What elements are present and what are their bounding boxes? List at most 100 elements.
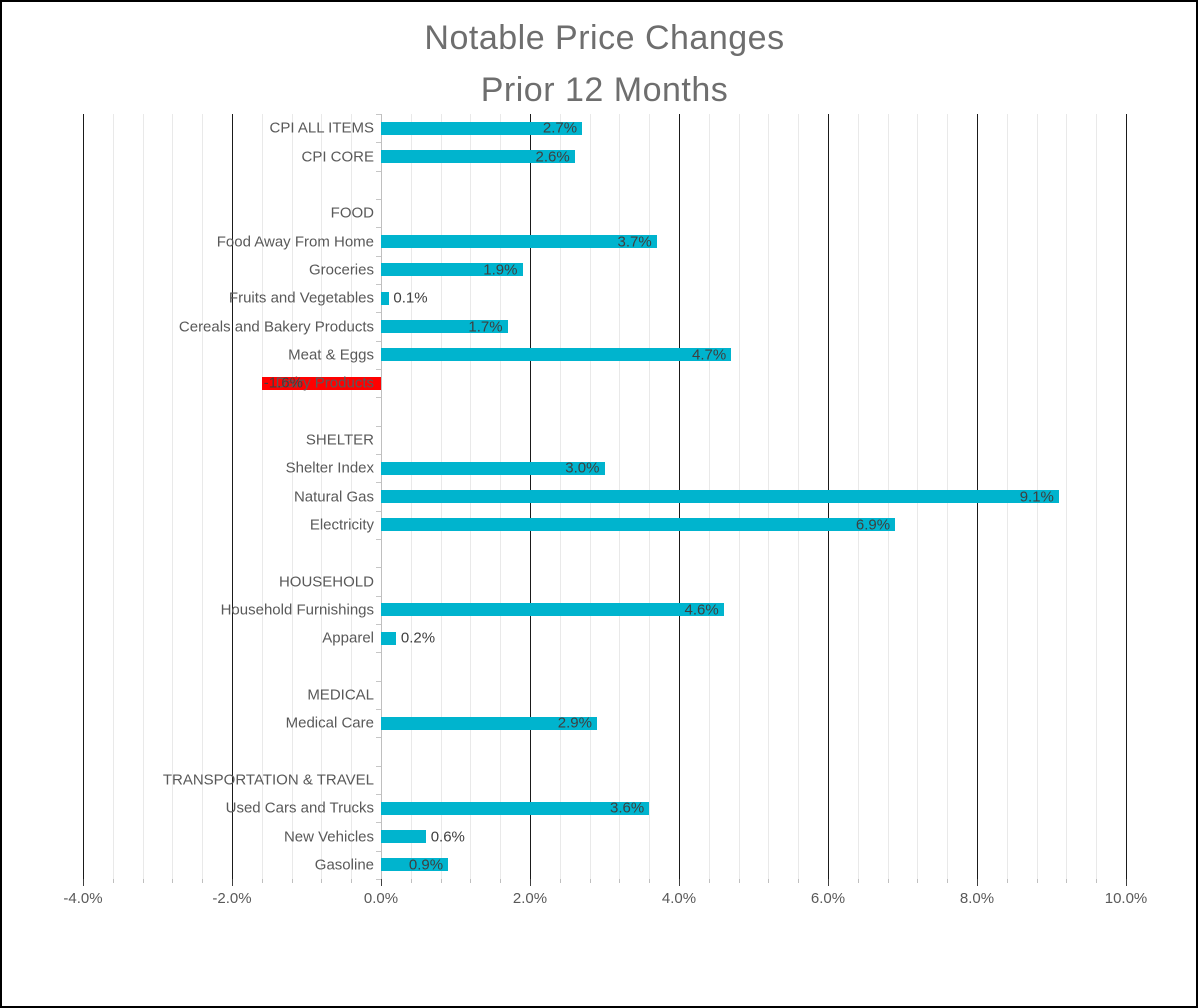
axis-tick bbox=[232, 879, 233, 886]
value-label: 2.9% bbox=[557, 714, 592, 732]
bar bbox=[381, 291, 389, 305]
axis-tick bbox=[112, 879, 114, 883]
bar bbox=[381, 320, 508, 333]
gridline-minor bbox=[112, 114, 114, 879]
category-axis-tick bbox=[376, 284, 381, 285]
x-axis-tick-label: -2.0% bbox=[212, 890, 252, 907]
category-axis-tick bbox=[376, 114, 381, 115]
axis-tick bbox=[857, 879, 859, 883]
category-axis-tick bbox=[376, 227, 381, 229]
axis-tick bbox=[1126, 879, 1127, 886]
bar bbox=[381, 461, 605, 475]
axis-tick bbox=[947, 879, 949, 883]
value-label: 4.6% bbox=[684, 601, 719, 619]
section-header-label: FOOD bbox=[330, 204, 374, 222]
gridline-minor bbox=[1096, 114, 1098, 879]
gridline-minor bbox=[142, 114, 144, 879]
category-label: Fruits and Vegetables bbox=[228, 289, 374, 307]
bar bbox=[381, 858, 448, 872]
bar bbox=[381, 150, 575, 163]
bar-negative bbox=[261, 376, 381, 390]
value-label: 1.7% bbox=[468, 318, 503, 335]
value-label: 0.9% bbox=[408, 856, 444, 874]
bar bbox=[381, 801, 650, 815]
category-axis-tick bbox=[376, 709, 381, 710]
axis-tick bbox=[1066, 879, 1068, 883]
section-header-label: HOUSEHOLD bbox=[278, 573, 374, 590]
value-label: 0.6% bbox=[430, 828, 465, 845]
value-label: 3.6% bbox=[609, 799, 645, 817]
x-axis-tick-label: 6.0% bbox=[810, 890, 846, 907]
gridline-minor bbox=[172, 114, 174, 879]
category-axis-tick bbox=[376, 794, 381, 795]
axis-tick bbox=[410, 879, 412, 883]
axis-tick bbox=[321, 879, 323, 883]
plot-area: CPI ALL ITEMS 2.7% CPI CORE 2.6% FOOD Food Aw… bbox=[83, 114, 1127, 880]
value-label: 1.9% bbox=[483, 261, 518, 279]
axis-tick bbox=[530, 879, 531, 886]
category-label: Food Away From Home bbox=[216, 233, 374, 250]
bar bbox=[381, 263, 523, 277]
x-axis-tick-label: 0.0% bbox=[363, 890, 399, 907]
category-axis-tick bbox=[376, 567, 381, 569]
x-axis-tick-label: 4.0% bbox=[661, 890, 697, 907]
gridline-minor bbox=[291, 114, 293, 879]
x-axis-tick-label: 8.0% bbox=[959, 890, 995, 907]
section-header-label: MEDICAL bbox=[307, 686, 374, 704]
category-axis-tick bbox=[376, 539, 381, 540]
gridline-minor bbox=[261, 114, 263, 879]
value-label: -1.6% bbox=[263, 374, 303, 392]
axis-tick bbox=[649, 879, 651, 883]
axis-tick bbox=[351, 879, 353, 883]
category-label: Apparel bbox=[322, 629, 374, 647]
axis-tick bbox=[83, 879, 84, 886]
axis-tick bbox=[589, 879, 591, 883]
axis-tick bbox=[1036, 879, 1038, 883]
chart-title: Notable Price Changes Prior 12 Months bbox=[83, 12, 1126, 116]
gridline-major bbox=[83, 114, 84, 879]
axis-tick bbox=[917, 879, 919, 883]
gridline-major bbox=[1126, 114, 1127, 879]
category-axis-tick bbox=[376, 170, 381, 172]
bar bbox=[381, 348, 732, 362]
category-axis-tick bbox=[376, 765, 381, 767]
bar bbox=[381, 603, 724, 617]
x-axis-tick-label: 2.0% bbox=[512, 890, 548, 907]
category-axis-tick bbox=[376, 595, 381, 597]
category-axis-tick bbox=[376, 482, 381, 484]
value-label: 9.1% bbox=[1019, 488, 1054, 505]
category-axis-tick bbox=[376, 142, 381, 144]
category-label: Cereals and Bakery Products bbox=[178, 318, 374, 335]
value-label: 2.6% bbox=[535, 148, 570, 165]
axis-tick bbox=[977, 879, 978, 886]
category-label: CPI ALL ITEMS bbox=[269, 119, 374, 137]
axis-tick bbox=[291, 879, 293, 883]
category-axis-tick bbox=[376, 737, 381, 739]
value-label: 3.0% bbox=[565, 459, 600, 477]
section-header-label: SHELTER bbox=[305, 431, 374, 449]
category-axis-tick bbox=[376, 255, 381, 257]
bar bbox=[381, 490, 1059, 503]
axis-tick bbox=[381, 879, 382, 886]
chart-title-line2: Prior 12 Months bbox=[480, 71, 729, 109]
axis-tick bbox=[768, 879, 770, 883]
category-axis-tick bbox=[376, 454, 381, 455]
category-label: Natural Gas bbox=[293, 488, 374, 505]
axis-tick bbox=[619, 879, 621, 883]
gridline-minor bbox=[321, 114, 323, 879]
axis-tick bbox=[887, 879, 889, 883]
value-label: 2.7% bbox=[542, 119, 578, 137]
category-label: Electricity bbox=[309, 516, 374, 534]
axis-tick bbox=[202, 879, 204, 883]
axis-tick bbox=[261, 879, 263, 883]
axis-tick bbox=[142, 879, 144, 883]
bar bbox=[381, 235, 657, 248]
value-label: 4.7% bbox=[691, 346, 727, 364]
axis-tick bbox=[798, 879, 800, 883]
chart-title-line1: Notable Price Changes bbox=[424, 19, 785, 57]
category-axis-tick bbox=[376, 624, 381, 625]
category-axis-tick bbox=[376, 312, 381, 314]
bar bbox=[381, 631, 396, 645]
value-label: 0.2% bbox=[400, 629, 436, 647]
